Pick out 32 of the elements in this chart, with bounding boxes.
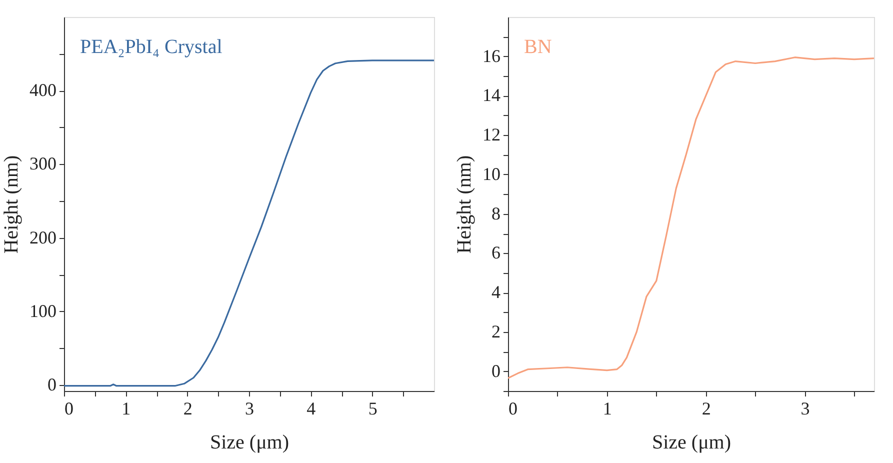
x-tick-label: 3: [800, 398, 810, 418]
y-tick-label: 12: [482, 124, 500, 145]
annotation: PEA₂PbI₄ Crystal: [80, 36, 223, 58]
y-axis-title: Height (nm): [0, 155, 22, 254]
y-tick-label: 4: [492, 282, 500, 302]
annotation: BN: [524, 36, 552, 58]
line-series: [64, 60, 434, 387]
x-tick-label: 1: [122, 398, 131, 418]
x-tick-label: 3: [245, 398, 254, 418]
x-axis-title: Size (μm): [210, 432, 290, 454]
y-tick-label: 300: [30, 154, 56, 174]
y-tick-label: 0: [492, 360, 500, 381]
x-tick-label: 4: [306, 398, 316, 418]
y-tick-label: 10: [482, 164, 500, 184]
x-tick-label: 2: [183, 398, 192, 418]
x-tick-label: 5: [368, 398, 378, 418]
y-tick-label: 100: [30, 300, 56, 321]
y-tick-label: 2: [492, 321, 500, 342]
y-tick-label: 16: [482, 46, 500, 66]
x-tick-label: 0: [508, 398, 518, 418]
line-series: [508, 56, 874, 380]
x-tick-label: 2: [702, 398, 711, 418]
y-tick-label: 200: [30, 227, 56, 248]
x-tick-label: 0: [64, 398, 74, 418]
x-axis-title: Size (μm): [652, 432, 732, 454]
y-tick-label: 14: [482, 85, 500, 106]
x-tick-label: 1: [602, 398, 612, 418]
y-tick-label: 0: [48, 374, 56, 395]
y-tick-label: 8: [492, 203, 500, 224]
y-tick-label: 6: [492, 242, 500, 263]
y-tick-label: 400: [30, 80, 56, 100]
y-axis-title: Height (nm): [454, 155, 476, 254]
